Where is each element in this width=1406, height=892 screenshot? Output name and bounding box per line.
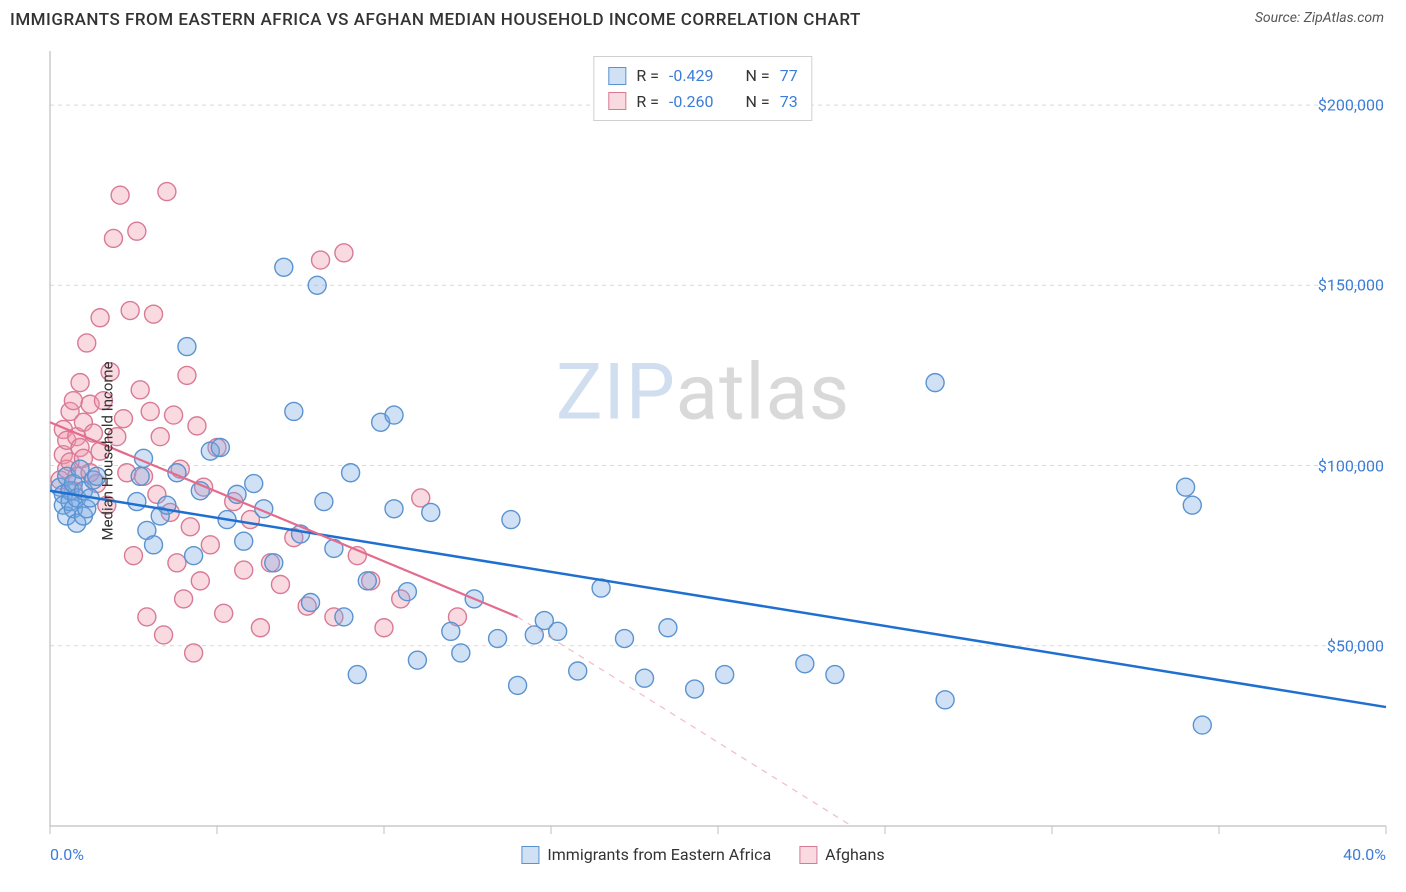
scatter-plot (10, 36, 1396, 866)
y-tick: $100,000 (1318, 456, 1384, 475)
legend-item-pink: Afghans (799, 845, 884, 864)
r-value-pink: -0.260 (669, 89, 714, 115)
chart-title: IMMIGRANTS FROM EASTERN AFRICA VS AFGHAN… (10, 10, 861, 30)
legend-label-blue: Immigrants from Eastern Africa (547, 845, 771, 864)
correlation-row-pink: R = -0.260 N = 73 (608, 89, 797, 115)
r-label: R = (636, 89, 659, 115)
series-legend: Immigrants from Eastern Africa Afghans (521, 845, 884, 864)
y-axis-label: Median Household Income (99, 361, 117, 540)
swatch-pink-icon (608, 92, 626, 110)
y-tick: $150,000 (1318, 276, 1384, 295)
correlation-row-blue: R = -0.429 N = 77 (608, 63, 797, 89)
y-tick: $50,000 (1327, 636, 1384, 655)
n-label: N = (746, 63, 770, 89)
swatch-blue-icon (608, 67, 626, 85)
r-value-blue: -0.429 (669, 63, 714, 89)
swatch-pink-icon (799, 846, 817, 864)
swatch-blue-icon (521, 846, 539, 864)
chart-source: Source: ZipAtlas.com (1255, 10, 1384, 26)
n-value-pink: 73 (780, 89, 798, 115)
legend-item-blue: Immigrants from Eastern Africa (521, 845, 771, 864)
n-label: N = (746, 89, 770, 115)
x-axis-max: 40.0% (1343, 845, 1386, 864)
y-tick: $200,000 (1318, 96, 1384, 115)
n-value-blue: 77 (780, 63, 798, 89)
legend-label-pink: Afghans (825, 845, 884, 864)
r-label: R = (636, 63, 659, 89)
x-axis-min: 0.0% (50, 845, 84, 864)
correlation-legend: R = -0.429 N = 77 R = -0.260 N = 73 (593, 56, 812, 121)
chart-container: Median Household Income ZIPatlas R = -0.… (10, 36, 1396, 866)
